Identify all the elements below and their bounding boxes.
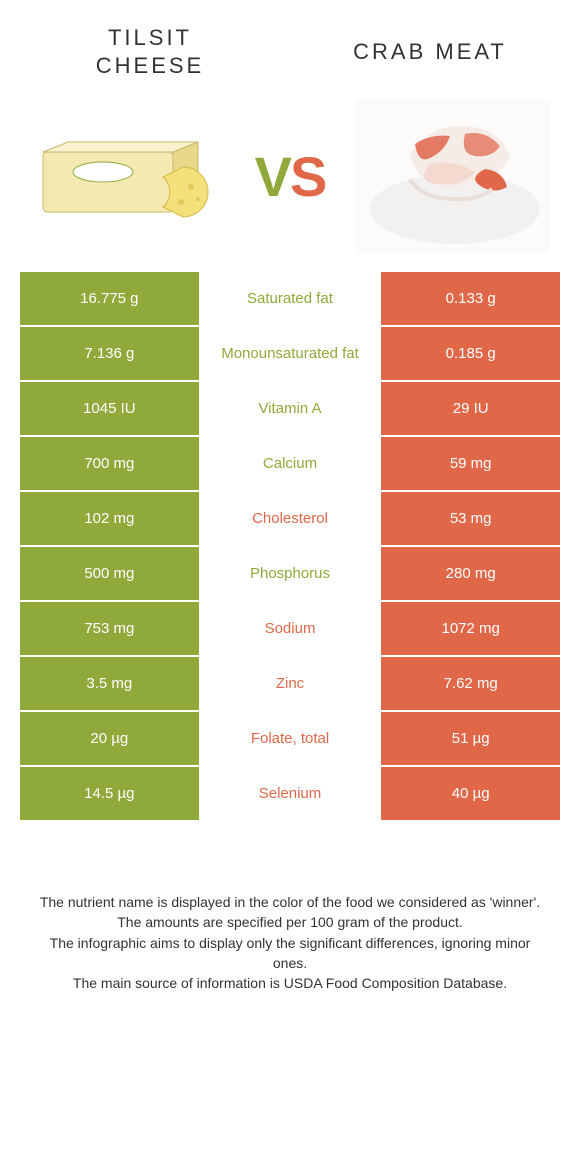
table-row: 16.775 gSaturated fat0.133 g <box>20 272 560 327</box>
left-value: 16.775 g <box>20 272 201 327</box>
left-value: 3.5 mg <box>20 657 201 712</box>
food-a-image <box>30 99 225 254</box>
left-value: 7.136 g <box>20 327 201 382</box>
nutrient-label: Zinc <box>201 657 380 712</box>
header: TILSIT CHEESE CRAB MEAT <box>20 24 560 91</box>
table-row: 7.136 gMonounsaturated fat0.185 g <box>20 327 560 382</box>
table-row: 3.5 mgZinc7.62 mg <box>20 657 560 712</box>
nutrient-label: Monounsaturated fat <box>201 327 380 382</box>
food-a-title: TILSIT CHEESE <box>50 24 250 79</box>
nutrient-label: Folate, total <box>201 712 380 767</box>
vs-label: VS <box>255 144 326 209</box>
cheese-icon <box>33 117 223 237</box>
table-row: 1045 IUVitamin A29 IU <box>20 382 560 437</box>
images-row: VS <box>20 91 560 272</box>
left-value: 20 µg <box>20 712 201 767</box>
footer-line: The amounts are specified per 100 gram o… <box>32 912 548 932</box>
nutrient-table: 16.775 gSaturated fat0.133 g7.136 gMonou… <box>20 272 560 822</box>
table-row: 700 mgCalcium59 mg <box>20 437 560 492</box>
nutrient-label: Vitamin A <box>201 382 380 437</box>
right-value: 40 µg <box>379 767 560 822</box>
table-row: 102 mgCholesterol53 mg <box>20 492 560 547</box>
left-value: 102 mg <box>20 492 201 547</box>
right-value: 0.185 g <box>379 327 560 382</box>
vs-v: V <box>255 145 290 208</box>
footer-notes: The nutrient name is displayed in the co… <box>20 822 560 993</box>
nutrient-label: Sodium <box>201 602 380 657</box>
table-row: 500 mgPhosphorus280 mg <box>20 547 560 602</box>
right-value: 29 IU <box>379 382 560 437</box>
footer-line: The infographic aims to display only the… <box>32 933 548 974</box>
nutrient-label: Selenium <box>201 767 380 822</box>
left-value: 1045 IU <box>20 382 201 437</box>
table-row: 753 mgSodium1072 mg <box>20 602 560 657</box>
left-value: 700 mg <box>20 437 201 492</box>
nutrient-label: Calcium <box>201 437 380 492</box>
food-b-image <box>355 99 550 254</box>
nutrient-label: Cholesterol <box>201 492 380 547</box>
right-value: 0.133 g <box>379 272 560 327</box>
footer-line: The nutrient name is displayed in the co… <box>32 892 548 912</box>
left-value: 14.5 µg <box>20 767 201 822</box>
left-value: 753 mg <box>20 602 201 657</box>
footer-line: The main source of information is USDA F… <box>32 973 548 993</box>
nutrient-label: Phosphorus <box>201 547 380 602</box>
crab-meat-icon <box>355 99 550 254</box>
table-row: 14.5 µgSelenium40 µg <box>20 767 560 822</box>
right-value: 7.62 mg <box>379 657 560 712</box>
vs-s: S <box>290 145 325 208</box>
right-value: 280 mg <box>379 547 560 602</box>
table-row: 20 µgFolate, total51 µg <box>20 712 560 767</box>
left-value: 500 mg <box>20 547 201 602</box>
right-value: 53 mg <box>379 492 560 547</box>
right-value: 1072 mg <box>379 602 560 657</box>
nutrient-label: Saturated fat <box>201 272 380 327</box>
right-value: 59 mg <box>379 437 560 492</box>
right-value: 51 µg <box>379 712 560 767</box>
food-b-title: CRAB MEAT <box>330 38 530 66</box>
